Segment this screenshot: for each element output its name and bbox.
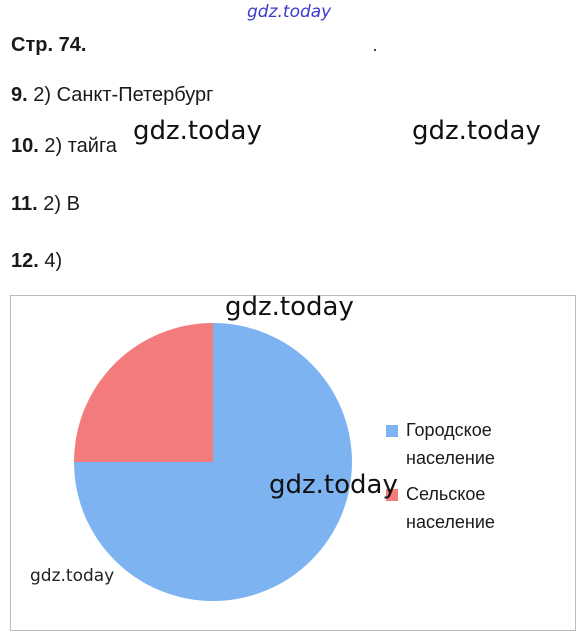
legend-swatch	[386, 425, 398, 437]
legend-label: Городское население	[406, 420, 495, 468]
answer-text: 4)	[44, 250, 63, 272]
answer-number: 10.	[11, 135, 39, 157]
answer-text: 2) В	[43, 193, 80, 215]
pie-slice-1	[74, 323, 213, 462]
legend-swatch	[386, 489, 398, 501]
stray-dot	[374, 49, 376, 51]
answer-number: 11.	[11, 193, 38, 215]
answer-number: 12.	[11, 250, 39, 272]
answer-text: 2) Санкт-Петербург	[33, 84, 214, 106]
watermark-top: gdz.today	[247, 2, 332, 22]
answer-11: 11. 2) В	[11, 193, 80, 216]
answer-12: 12. 4)	[11, 250, 62, 273]
watermark: gdz.today	[412, 116, 541, 146]
watermark: gdz.today	[133, 116, 262, 146]
answer-10: 10. 2) тайга	[11, 135, 117, 158]
page-heading: Стр. 74.	[11, 34, 87, 56]
legend-item-urban: Городское население	[386, 416, 546, 472]
legend-label: Сельское население	[406, 484, 495, 532]
watermark: gdz.today	[225, 292, 354, 322]
chart-frame	[10, 295, 576, 631]
watermark: gdz.today	[269, 470, 398, 500]
answer-text: 2) тайга	[44, 135, 117, 157]
legend-item-rural: Сельское население	[386, 480, 546, 536]
answer-number: 9.	[11, 84, 28, 106]
answer-9: 9. 2) Санкт-Петербург	[11, 84, 213, 107]
watermark: gdz.today	[30, 566, 115, 586]
chart-legend: Городское население Сельское население	[386, 416, 546, 544]
